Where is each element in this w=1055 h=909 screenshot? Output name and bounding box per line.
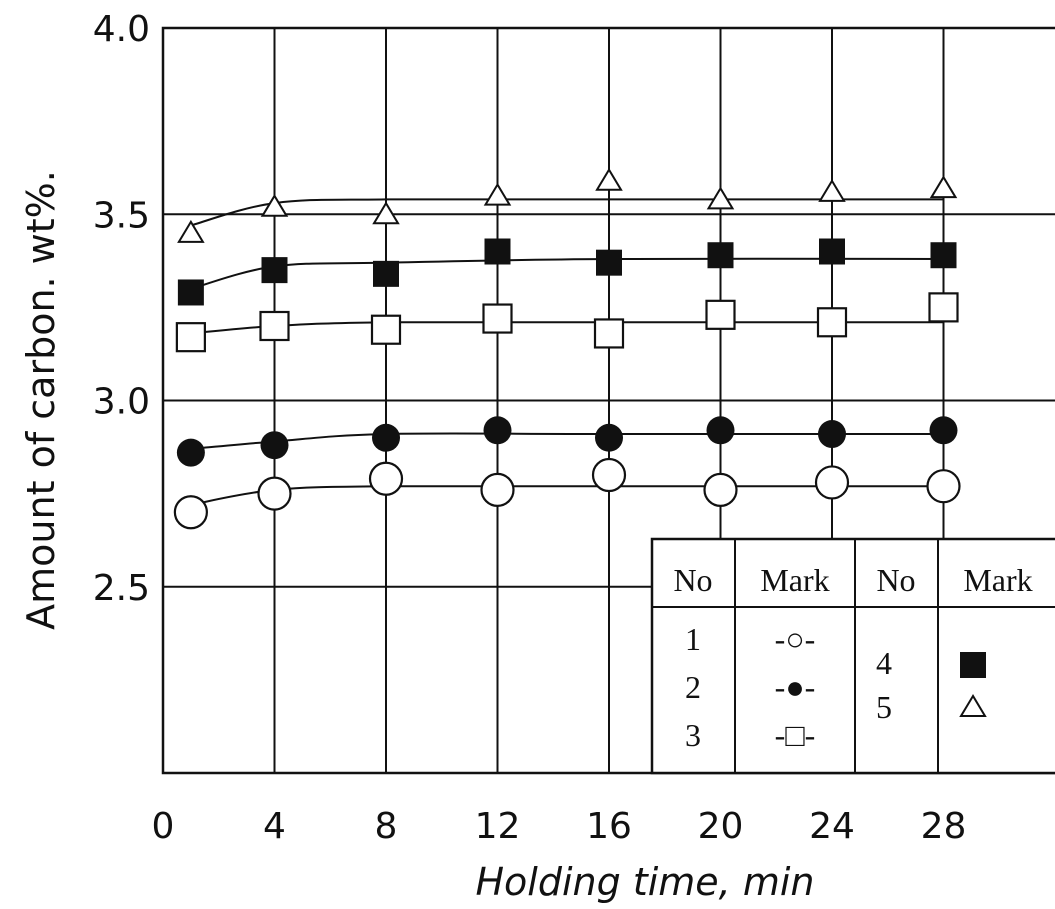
data-point-series-4 (261, 257, 288, 284)
x-tick-label: 4 (263, 806, 286, 847)
data-point-series-5 (260, 193, 289, 217)
legend-no-1: 1 (685, 621, 701, 657)
data-point-series-1 (368, 461, 404, 496)
data-point-series-3 (175, 322, 206, 353)
data-point-series-5 (818, 178, 846, 202)
y-tick-label: 2.5 (93, 568, 150, 609)
legend-no-2: 2 (685, 669, 701, 705)
data-point-series-3 (928, 292, 959, 323)
data-point-series-4 (930, 242, 957, 269)
legend-no-5: 5 (876, 689, 892, 725)
data-point-series-3 (705, 299, 736, 330)
data-point-series-3 (816, 307, 848, 338)
data-point-series-5 (372, 201, 400, 225)
grid (161, 26, 1055, 775)
data-point-series-2 (929, 416, 958, 445)
data-point-series-5 (706, 186, 735, 210)
data-point-series-1 (480, 472, 515, 507)
legend-mark-3: -□- (775, 717, 816, 753)
legend-table: No Mark No Mark 1 2 3 -○- -●- -□- 4 5 (650, 537, 1055, 775)
data-point-series-3 (593, 318, 625, 349)
data-point-series-2 (818, 420, 846, 449)
data-point-series-4 (373, 260, 399, 287)
data-point-series-1 (703, 472, 738, 507)
legend-mark-2: -●- (775, 669, 816, 705)
data-point-series-2 (483, 416, 512, 445)
data-point-series-2 (706, 416, 735, 445)
data-point-series-4 (707, 242, 734, 269)
data-point-series-5 (177, 219, 205, 243)
x-tick-label: 12 (475, 806, 521, 847)
y-tick-label: 3.0 (93, 382, 150, 423)
x-tick-label: 8 (375, 806, 398, 847)
legend-header-mark: Mark (963, 562, 1032, 598)
data-point-series-4 (177, 279, 204, 306)
data-point-series-3 (370, 314, 402, 345)
data-markers (173, 167, 961, 530)
data-point-series-4 (596, 249, 622, 276)
legend-header-no: No (876, 562, 915, 598)
data-point-series-1 (591, 457, 627, 493)
plot-frame (161, 26, 1055, 775)
data-point-series-5 (929, 175, 958, 199)
x-axis-title: Holding time, min (475, 860, 814, 904)
data-point-series-1 (257, 476, 292, 511)
legend-header-no: No (673, 562, 712, 598)
data-point-series-2 (176, 438, 205, 467)
legend-no-4: 4 (876, 645, 892, 681)
tick-labels: 0 4 8 12 16 20 24 282.53.03.54.0 (93, 9, 967, 847)
data-point-series-4 (484, 238, 511, 265)
x-tick-label: 16 (586, 806, 632, 847)
data-point-series-4 (819, 238, 845, 265)
data-point-series-3 (482, 303, 513, 334)
data-point-series-2 (372, 423, 400, 452)
y-tick-label: 3.5 (93, 195, 150, 236)
trend-curve-5 (190, 198, 944, 227)
legend-mark-4-filled-square-icon (960, 652, 986, 678)
x-tick-label: 0 (152, 806, 175, 847)
legend-header-mark: Mark (760, 562, 829, 598)
y-axis-title: Amount of carbon. wt%. (19, 170, 63, 630)
legend-mark-1: -○- (775, 621, 816, 657)
data-point-series-1 (814, 465, 850, 500)
legend-no-3: 3 (685, 717, 701, 753)
legend-frame (650, 537, 1055, 775)
data-point-series-2 (260, 431, 289, 460)
data-point-series-3 (259, 310, 290, 342)
data-point-series-1 (173, 495, 208, 530)
x-tick-label: 28 (921, 806, 967, 847)
data-point-series-5 (483, 182, 512, 206)
x-tick-label: 20 (698, 806, 744, 847)
data-point-series-2 (595, 423, 623, 452)
data-point-series-1 (926, 469, 961, 504)
x-tick-label: 24 (809, 806, 855, 847)
legend-mark-5-triangle-icon (959, 694, 987, 717)
data-point-series-5 (595, 167, 623, 191)
y-tick-label: 4.0 (93, 9, 150, 50)
